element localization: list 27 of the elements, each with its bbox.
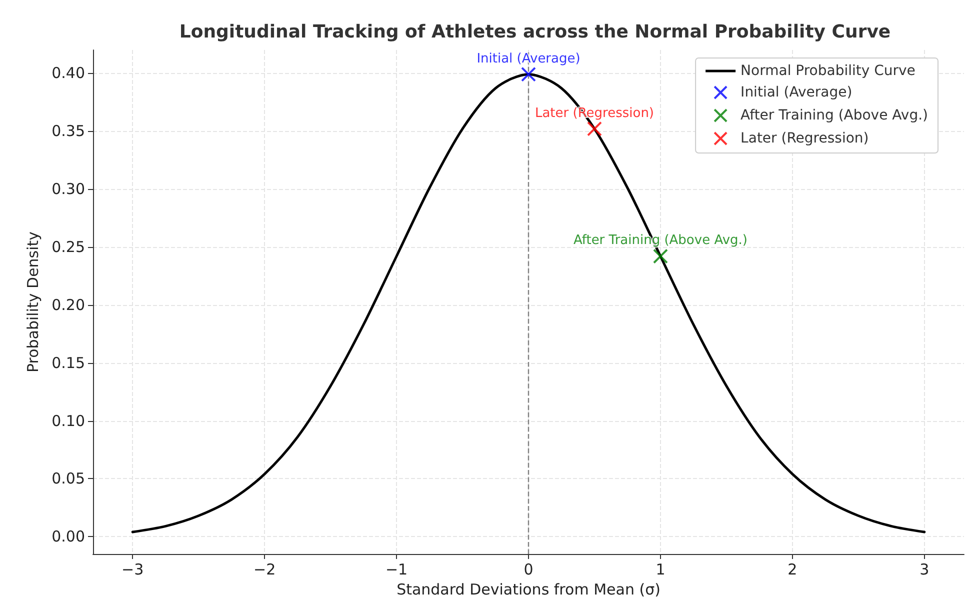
x-tick-label: 3 <box>920 560 930 578</box>
y-tick-label: 0.40 <box>52 64 85 82</box>
y-tick-label: 0.10 <box>52 412 85 430</box>
x-tick-label: −3 <box>122 560 144 578</box>
x-tick-label: 2 <box>788 560 798 578</box>
x-axis-title: Standard Deviations from Mean (σ) <box>396 580 660 598</box>
y-tick-label: 0.25 <box>52 238 85 256</box>
y-tick-label: 0.00 <box>52 528 85 546</box>
chart-title: Longitudinal Tracking of Athletes across the Normal Probability Curve <box>179 22 891 42</box>
y-tick-label: 0.35 <box>52 122 85 140</box>
y-tick-label: 0.15 <box>52 354 85 372</box>
y-tick-label: 0.20 <box>52 296 85 314</box>
y-axis-title: Probability Density <box>24 231 42 373</box>
legend-label: Normal Probability Curve <box>740 63 916 79</box>
legend-label: Initial (Average) <box>740 84 852 100</box>
x-tick-label: −1 <box>385 560 408 578</box>
point <box>586 121 602 136</box>
x-tick-label: 1 <box>656 560 666 578</box>
y-tick-label: 0.05 <box>52 470 85 488</box>
legend-label: Later (Regression) <box>740 130 869 146</box>
y-tick-label: 0.30 <box>52 180 85 198</box>
annotation: Initial (Average) <box>476 51 580 66</box>
point <box>652 248 668 264</box>
x-tick-label: 0 <box>524 560 534 578</box>
point <box>521 66 536 82</box>
legend-label: After Training (Above Avg.) <box>740 108 928 124</box>
x-tick-label: −2 <box>254 560 276 578</box>
